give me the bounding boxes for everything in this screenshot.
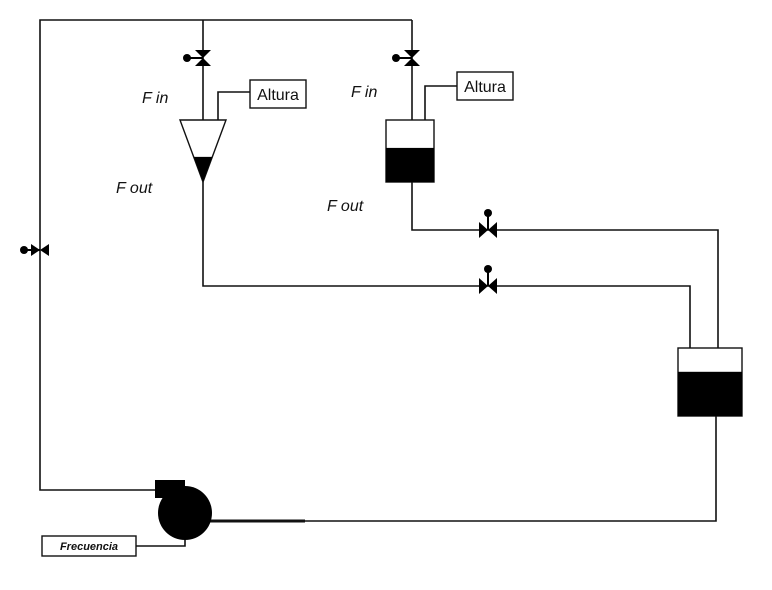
altura-box-conical: Altura <box>249 79 307 109</box>
valve-upper-tank-inlet[interactable] <box>392 50 420 66</box>
fout-label-upper: F out <box>327 198 364 215</box>
altura-label-upper: Altura <box>464 79 506 96</box>
pipe-return-to-pump <box>190 416 717 522</box>
sensor-line-conical <box>217 91 250 120</box>
upper-tank-liquid <box>386 147 434 182</box>
pipe-left-riser <box>39 19 412 491</box>
fin-label-conical: F in <box>142 90 168 107</box>
frecuencia-box: Frecuencia <box>41 535 137 557</box>
pipe-upper-tank-outlet <box>411 182 719 348</box>
sensor-line-upper <box>424 85 457 120</box>
conical-tank-liquid <box>193 156 213 182</box>
altura-label-conical: Altura <box>257 87 299 104</box>
valve-upper-tank-outlet[interactable] <box>479 209 497 238</box>
conical-tank <box>178 119 228 185</box>
frecuencia-label: Frecuencia <box>60 541 118 553</box>
lower-tank-liquid <box>678 371 742 416</box>
piping <box>39 19 719 547</box>
valve-left-riser[interactable] <box>20 244 49 256</box>
valve-conical-inlet[interactable] <box>183 50 211 66</box>
fout-label-conical: F out <box>116 180 153 197</box>
altura-box-upper: Altura <box>456 71 514 101</box>
lower-tank <box>677 347 743 417</box>
pump-icon[interactable] <box>155 480 212 540</box>
pipe-conical-outlet <box>202 182 691 348</box>
upper-tank <box>385 119 435 183</box>
valve-conical-outlet[interactable] <box>479 265 497 294</box>
fin-label-upper: F in <box>351 84 377 101</box>
